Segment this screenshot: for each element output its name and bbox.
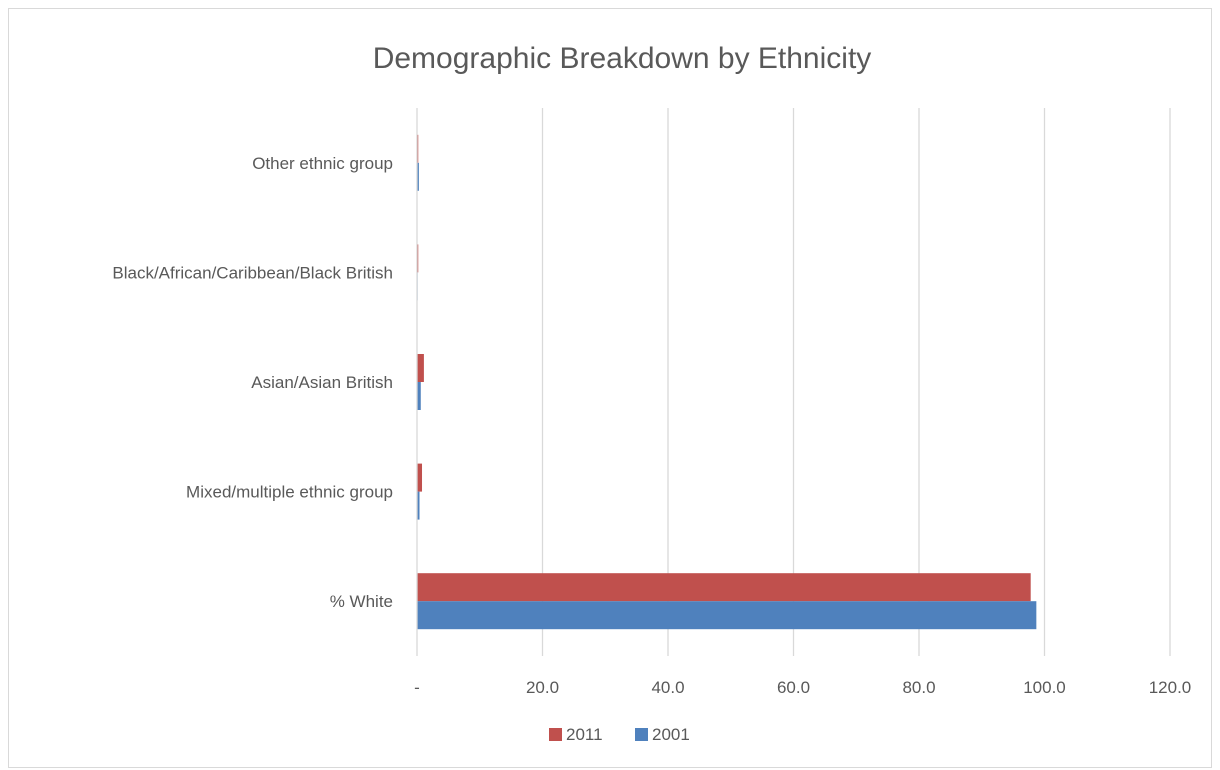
category-label: Asian/Asian British — [251, 373, 393, 392]
legend-swatch-2001 — [635, 728, 648, 741]
bar-2011-0 — [417, 573, 1031, 602]
category-label: Other ethnic group — [252, 154, 393, 173]
legend-label-2001: 2001 — [652, 725, 690, 744]
x-tick-label: - — [414, 678, 420, 697]
bar-2001-0 — [417, 601, 1037, 630]
bar-2001-2 — [417, 382, 421, 410]
legend: 2011 2001 — [549, 725, 690, 744]
axes: - 20.0 40.0 60.0 80.0 100.0 120.0 % White Mixed/… — [112, 108, 1191, 697]
chart-frame — [8, 8, 1212, 768]
bar-2011-2 — [417, 354, 424, 382]
x-tick-label: 120.0 — [1149, 678, 1192, 697]
legend-label-2011: 2011 — [566, 725, 603, 744]
gridlines — [541, 108, 1171, 656]
bar-2011-1 — [417, 463, 423, 492]
x-tick-label: 20.0 — [526, 678, 559, 697]
x-tick-label: 60.0 — [777, 678, 810, 697]
category-label: % White — [330, 592, 393, 611]
bar-2001-1 — [417, 491, 420, 520]
x-tick-label: 100.0 — [1023, 678, 1066, 697]
bars — [417, 134, 1037, 630]
bar-2001-4 — [417, 162, 419, 191]
chart-title: Demographic Breakdown by Ethnicity — [373, 42, 872, 75]
category-label: Mixed/multiple ethnic group — [186, 483, 393, 502]
category-label: Black/African/Caribbean/Black British — [112, 263, 393, 282]
legend-swatch-2011 — [549, 728, 562, 741]
x-tick-label: 80.0 — [902, 678, 935, 697]
x-tick-label: 40.0 — [651, 678, 684, 697]
